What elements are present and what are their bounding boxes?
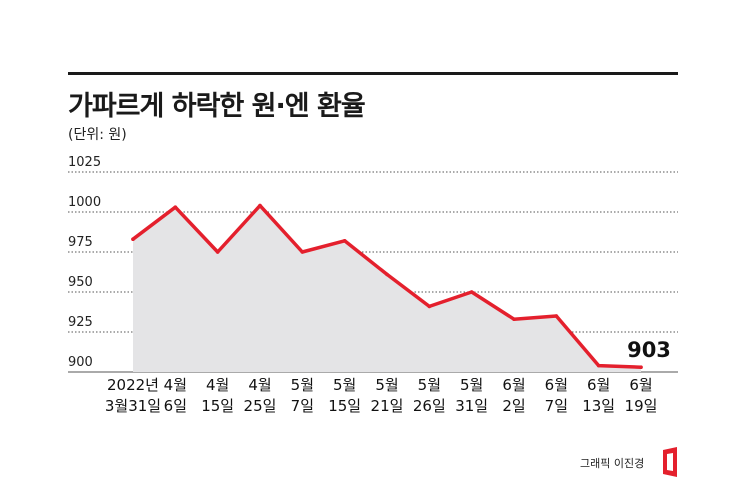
x-tick-label: 6월 2일: [502, 376, 525, 415]
top-rule: [68, 72, 678, 75]
x-tick-label: 5월 31일: [455, 376, 488, 415]
data-point: [512, 317, 516, 322]
data-point: [173, 205, 178, 209]
y-tick-labels: 1025 1000 975 950 925 900: [68, 155, 101, 370]
data-point: [131, 237, 135, 241]
y-tick-label: 1025: [68, 155, 101, 170]
data-point: [300, 250, 305, 254]
y-tick-label: 1000: [68, 195, 101, 210]
x-tick-label: 5월 26일: [413, 376, 446, 415]
data-point: [258, 203, 262, 208]
y-tick-label: 900: [68, 355, 93, 370]
area-fill: [133, 205, 641, 372]
unit-label: (단위: 원): [68, 127, 127, 143]
last-value-annotation: 903: [627, 338, 671, 362]
x-tick-label: 6월 13일: [582, 376, 615, 415]
data-point: [342, 239, 347, 243]
x-tick-label: 4월 15일: [201, 376, 234, 415]
x-tick-label: 5월 21일: [371, 376, 404, 415]
chart-title: 가파르게 하락한 원·엔 환율: [68, 91, 366, 122]
y-tick-label: 950: [68, 275, 93, 290]
x-tick-label: 2022년 3월31일: [105, 376, 161, 415]
x-tick-label: 5월 15일: [328, 376, 361, 415]
data-point: [385, 272, 389, 277]
x-tick-label: 6월 7일: [545, 376, 568, 415]
data-point: [469, 290, 474, 294]
y-tick-label: 975: [68, 235, 93, 250]
data-point: [596, 363, 601, 368]
data-points: [131, 203, 643, 370]
y-tick-label: 925: [68, 315, 93, 330]
data-point: [427, 304, 432, 309]
data-point: [554, 314, 559, 318]
x-tick-label: 4월 6일: [164, 376, 187, 415]
x-tick-label: 5월 7일: [291, 376, 314, 415]
data-point: [215, 250, 220, 254]
graphic-credit: 그래픽 이진경: [580, 457, 645, 470]
x-tick-label: 6월 19일: [625, 376, 658, 415]
data-point: [639, 365, 643, 370]
x-tick-label: 4월 25일: [244, 376, 277, 415]
publisher-logo-icon: [663, 447, 677, 477]
